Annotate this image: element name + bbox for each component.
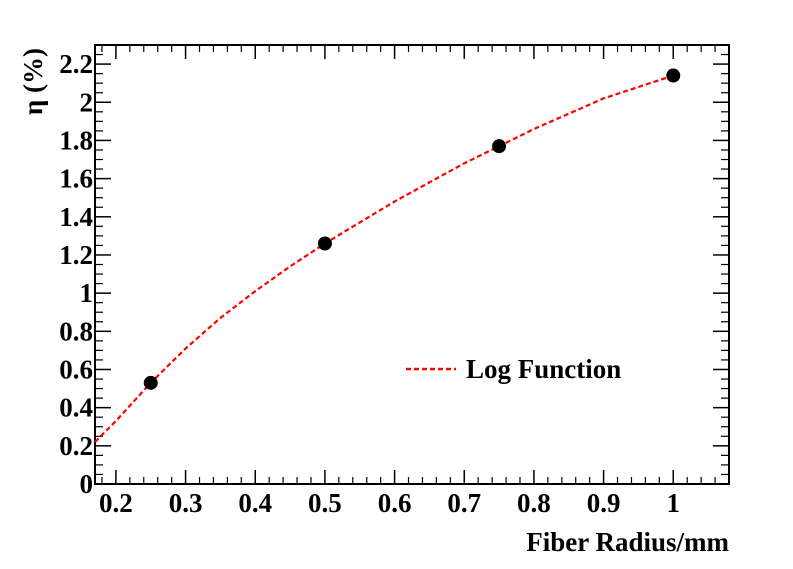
y-tick-label: 0: [80, 469, 94, 499]
y-axis-title: η (%): [18, 48, 48, 115]
data-point: [492, 139, 507, 154]
y-tick-label: 2: [80, 87, 94, 117]
curve-layer: [94, 74, 674, 443]
plot-frame: [94, 44, 730, 485]
x-tick-label: 0.8: [517, 488, 551, 518]
y-tick-label: 1: [80, 278, 94, 308]
legend-label: Log Function: [466, 354, 621, 384]
fit-curve-line: [94, 74, 674, 443]
x-tick-label: 0.4: [238, 488, 272, 518]
y-tick-label: 1.8: [59, 125, 93, 155]
x-tick-label: 0.9: [587, 488, 621, 518]
x-tick-labels: 0.2 0.3 0.4 0.5 0.6 0.7 0.8 0.9 1: [99, 488, 680, 518]
y-tick-labels: 0 0.2 0.4 0.6 0.8 1 1.2 1.4 1.6 1.8 2 2.2: [59, 49, 93, 499]
y-tick-label: 0.6: [59, 354, 93, 384]
data-point: [666, 68, 681, 83]
data-point: [317, 236, 332, 251]
y-tick-label: 1.4: [59, 202, 93, 232]
data-point: [143, 375, 158, 390]
x-tick-label: 1: [667, 488, 681, 518]
points-layer: [143, 68, 681, 390]
x-tick-label: 0.5: [308, 488, 342, 518]
y-tick-label: 0.4: [59, 393, 93, 423]
x-tick-label: 0.2: [99, 488, 133, 518]
y-tick-label: 2.2: [59, 49, 93, 79]
x-tick-label: 0.3: [169, 488, 203, 518]
x-axis-title: Fiber Radius/mm: [526, 527, 729, 557]
axis-ticks: [95, 44, 730, 485]
x-tick-label: 0.6: [378, 488, 412, 518]
legend: Log Function: [406, 354, 621, 384]
x-tick-label: 0.7: [447, 488, 481, 518]
y-tick-label: 0.8: [59, 316, 93, 346]
y-tick-label: 1.2: [59, 240, 93, 270]
y-tick-label: 1.6: [59, 164, 93, 194]
y-tick-label: 0.2: [59, 431, 93, 461]
